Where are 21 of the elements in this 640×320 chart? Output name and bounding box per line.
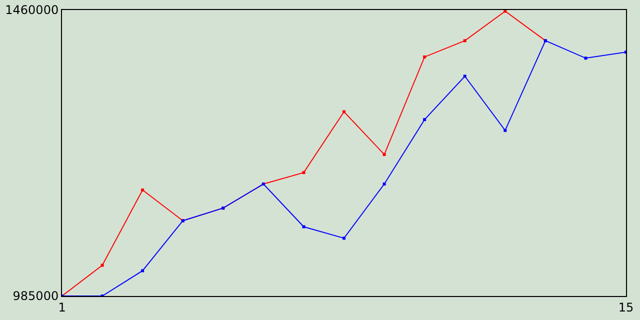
point [302,171,306,174]
point [382,153,386,156]
point [302,225,306,228]
point [342,110,346,114]
x-tick-label: 1 [58,300,66,314]
y-tick-label: 985000 [12,289,59,304]
point [504,128,507,132]
point [423,118,426,122]
point [504,10,507,13]
point [463,74,466,78]
x-tick-label: 15 [618,300,634,314]
point [382,182,386,186]
point [423,55,426,58]
y-tick-label: 1460000 [5,3,59,18]
point [141,269,144,272]
point [584,56,588,60]
point [342,236,346,240]
line-series [62,39,626,296]
point [463,39,466,42]
point [141,188,144,192]
point [100,264,104,267]
